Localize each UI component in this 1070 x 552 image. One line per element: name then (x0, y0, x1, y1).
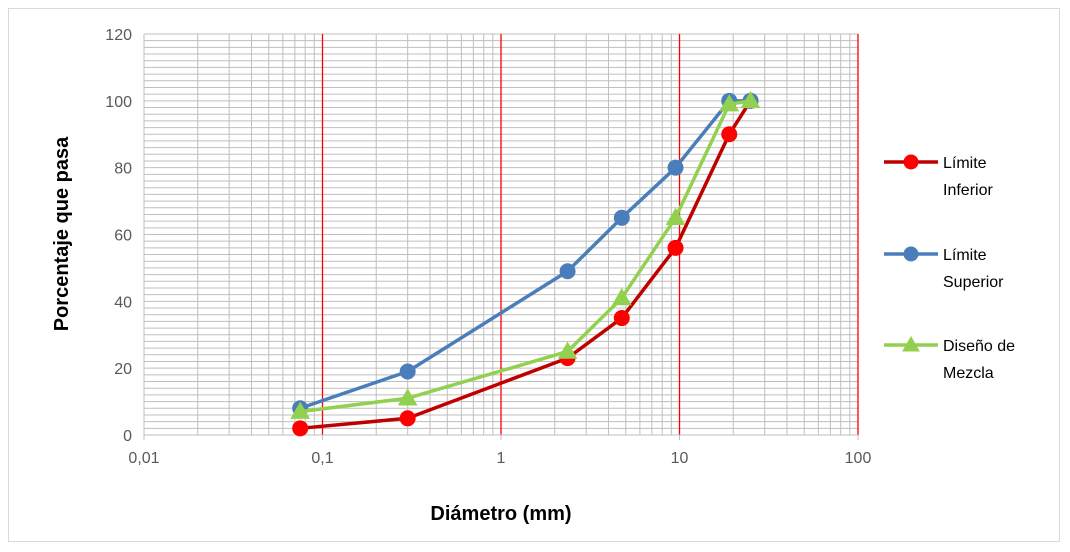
legend-entry-0: Límite Inferior (884, 154, 993, 199)
legend-label: Límite (943, 247, 987, 264)
x-tick-label: 10 (671, 450, 689, 467)
y-axis-title: Porcentaje que pasa (51, 136, 73, 331)
series-0 (292, 92, 759, 437)
legend-entry-2: Diseño de Mezcla (884, 335, 1015, 382)
data-point (399, 410, 416, 427)
series-layer (290, 90, 761, 437)
x-tick-label: 100 (845, 450, 872, 467)
data-point (611, 287, 632, 306)
data-point (292, 420, 309, 437)
y-tick-label: 60 (114, 228, 132, 245)
y-tick-label: 100 (105, 94, 132, 111)
data-point (557, 341, 578, 359)
data-point (740, 90, 761, 109)
data-point (721, 126, 738, 143)
data-point (397, 388, 418, 406)
legend-label: Límite (943, 155, 987, 172)
legend-entry-1: Límite Superior (884, 246, 1004, 291)
data-point (667, 239, 684, 256)
data-point (667, 159, 684, 176)
data-point (399, 363, 416, 380)
x-tick-label: 0,1 (311, 450, 333, 467)
legend: Límite Inferior Límite Superior Diseño de Mez… (884, 154, 1015, 382)
y-tick-label: 40 (114, 294, 132, 311)
axes (143, 34, 859, 440)
major-gridlines (321, 34, 859, 435)
y-tick-label: 80 (114, 161, 132, 178)
legend-marker (903, 154, 919, 170)
legend-marker (903, 246, 919, 262)
y-tick-label: 120 (105, 27, 132, 44)
y-tick-label: 20 (114, 361, 132, 378)
data-point (719, 94, 740, 112)
y-tick-label: 0 (123, 428, 132, 445)
data-point (290, 401, 311, 419)
legend-label: Superior (943, 274, 1004, 291)
data-point (665, 207, 686, 226)
legend-label: Mezcla (943, 365, 994, 382)
data-point (613, 209, 630, 226)
legend-label: Diseño de (943, 338, 1015, 355)
x-tick-label: 0,01 (128, 450, 159, 467)
legend-marker (902, 335, 920, 352)
legend-label: Inferior (943, 182, 993, 199)
x-axis-title: Diámetro (mm) (430, 503, 571, 525)
data-point (559, 263, 576, 280)
series-line (300, 99, 753, 431)
x-tick-label: 1 (497, 450, 506, 467)
y-tick-labels: 0 20 40 60 80 100 120 (105, 27, 132, 445)
series-2 (290, 90, 761, 419)
data-point (613, 310, 630, 327)
x-tick-labels: 0,01 0,1 1 10 100 (128, 450, 871, 467)
